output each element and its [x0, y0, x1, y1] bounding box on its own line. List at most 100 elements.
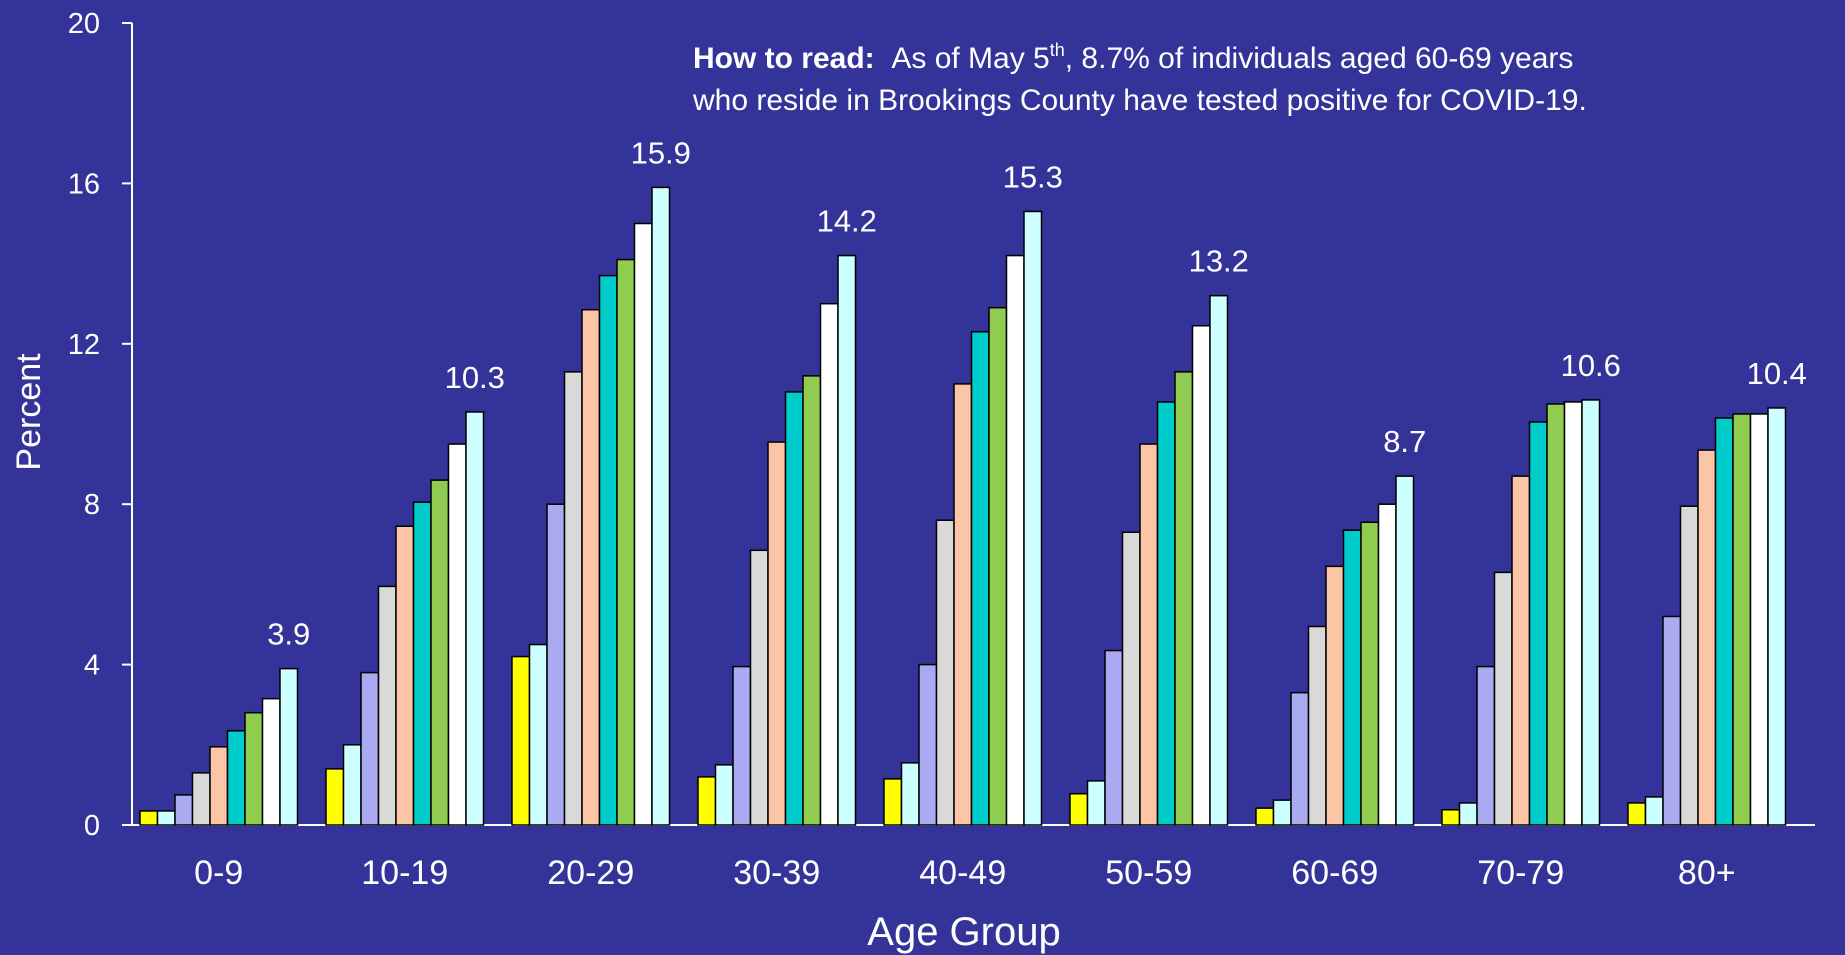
bar-0-9-series-8 [261, 697, 281, 826]
bar-70-79-series-6 [1528, 421, 1548, 826]
value-label: 8.7 [1383, 424, 1426, 459]
x-tick-label: 10-19 [361, 854, 448, 892]
bar-60-69-series-3 [1290, 691, 1310, 826]
bar-10-19-series-7 [430, 479, 450, 826]
bar-10-19-series-2 [342, 744, 362, 826]
y-tick-label: 16 [68, 168, 100, 200]
x-axis-title: Age Group [867, 910, 1060, 954]
y-tick-label: 4 [84, 650, 100, 682]
bar-0-9-series-4 [191, 772, 211, 826]
note-text: As of May 5 [891, 42, 1050, 75]
bar-70-79-series-2 [1458, 802, 1478, 826]
bar-10-19-series-8 [447, 443, 467, 826]
bar-30-39-series-2 [714, 764, 734, 826]
bar-0-9-series-9 [279, 667, 299, 826]
bar-20-29-series-2 [528, 643, 548, 826]
bar-40-49-series-6 [970, 331, 990, 826]
y-axis-title: Percent [10, 353, 48, 471]
bar-30-39-series-7 [802, 375, 822, 826]
bar-50-59-series-2 [1086, 780, 1106, 826]
note-text-cont: , 8.7% of individuals aged 60-69 years [1064, 42, 1574, 75]
bar-10-19-series-9 [465, 411, 485, 826]
bar-50-59-series-8 [1191, 325, 1211, 826]
bar-20-29-series-4 [563, 371, 583, 826]
value-label: 10.4 [1747, 356, 1807, 391]
note-line-1: How to read: As of May 5th, 8.7% of indi… [693, 38, 1823, 80]
bar-70-79-series-7 [1546, 403, 1566, 826]
bar-30-39-series-6 [784, 391, 804, 826]
bar-50-59-series-3 [1104, 649, 1124, 826]
bar-50-59-series-1 [1069, 792, 1089, 826]
bar-0-9-series-7 [244, 711, 264, 826]
note-label: How to read: [693, 42, 875, 75]
bar-0-9-series-2 [156, 810, 176, 826]
bar-20-29-series-3 [546, 503, 566, 826]
bar-50-59-series-4 [1121, 531, 1141, 826]
value-label: 15.3 [1003, 159, 1063, 194]
x-tick-label: 70-79 [1477, 854, 1564, 892]
bar-70-79-series-9 [1581, 399, 1601, 826]
bar-80+-series-1 [1627, 802, 1647, 826]
bar-80+-series-5 [1697, 449, 1717, 826]
y-tick-label: 12 [68, 329, 100, 361]
bar-20-29-series-7 [616, 258, 636, 826]
value-label: 13.2 [1189, 244, 1249, 279]
bar-80+-series-6 [1714, 417, 1734, 826]
bar-40-49-series-4 [935, 519, 955, 826]
bar-10-19-series-4 [377, 585, 397, 826]
bar-10-19-series-3 [360, 671, 380, 826]
bar-50-59-series-5 [1139, 443, 1159, 826]
x-tick-label: 20-29 [547, 854, 634, 892]
bar-10-19-series-6 [412, 501, 432, 826]
bar-60-69-series-9 [1395, 475, 1415, 826]
bar-20-29-series-8 [633, 222, 653, 826]
bar-60-69-series-6 [1342, 529, 1362, 826]
bar-80+-series-7 [1732, 413, 1752, 826]
x-tick-label: 40-49 [919, 854, 1006, 892]
bar-80+-series-2 [1644, 796, 1664, 826]
x-tick-label: 60-69 [1291, 854, 1378, 892]
bar-60-69-series-5 [1325, 565, 1345, 826]
bar-80+-series-4 [1679, 505, 1699, 826]
x-tick-label: 80+ [1678, 854, 1736, 892]
bar-70-79-series-3 [1476, 665, 1496, 826]
bar-50-59-series-6 [1156, 401, 1176, 826]
bar-70-79-series-4 [1493, 571, 1513, 826]
bar-70-79-series-1 [1441, 809, 1461, 826]
bar-60-69-series-4 [1307, 625, 1327, 826]
bar-40-49-series-9 [1023, 210, 1043, 826]
bar-70-79-series-8 [1563, 401, 1583, 826]
bar-60-69-series-2 [1272, 799, 1292, 826]
bar-20-29-series-1 [511, 655, 531, 826]
bar-30-39-series-8 [819, 302, 839, 826]
bar-30-39-series-9 [837, 254, 857, 826]
bar-20-29-series-9 [651, 186, 671, 826]
value-labels: 3.9 10.3 15.9 14.2 15.3 13.2 8.7 10.6 10.4 [267, 135, 1807, 651]
x-tick-label: 0-9 [194, 854, 243, 892]
x-tick-label: 30-39 [733, 854, 820, 892]
bar-10-19-series-1 [325, 768, 345, 826]
bar-10-19-series-5 [395, 525, 415, 826]
x-tick-label: 50-59 [1105, 854, 1192, 892]
bar-80+-series-8 [1749, 413, 1769, 826]
bar-0-9-series-6 [226, 730, 246, 826]
bar-0-9-series-5 [209, 746, 229, 826]
bar-30-39-series-3 [732, 665, 752, 826]
bar-40-49-series-8 [1005, 254, 1025, 826]
y-tick-label: 0 [84, 810, 100, 842]
bar-40-49-series-7 [988, 306, 1008, 826]
bar-80+-series-3 [1662, 615, 1682, 826]
note-superscript: th [1049, 40, 1065, 60]
bar-40-49-series-1 [883, 778, 903, 826]
value-label: 3.9 [267, 617, 310, 652]
bar-50-59-series-9 [1209, 294, 1229, 826]
how-to-read-note: How to read: As of May 5th, 8.7% of indi… [693, 38, 1823, 122]
note-line-2: who reside in Brookings County have test… [693, 84, 1587, 117]
bar-0-9-series-3 [174, 794, 194, 826]
bar-60-69-series-7 [1360, 521, 1380, 826]
bar-60-69-series-1 [1255, 807, 1275, 826]
bar-30-39-series-1 [697, 776, 717, 826]
bar-20-29-series-5 [581, 308, 601, 826]
bar-50-59-series-7 [1174, 371, 1194, 826]
